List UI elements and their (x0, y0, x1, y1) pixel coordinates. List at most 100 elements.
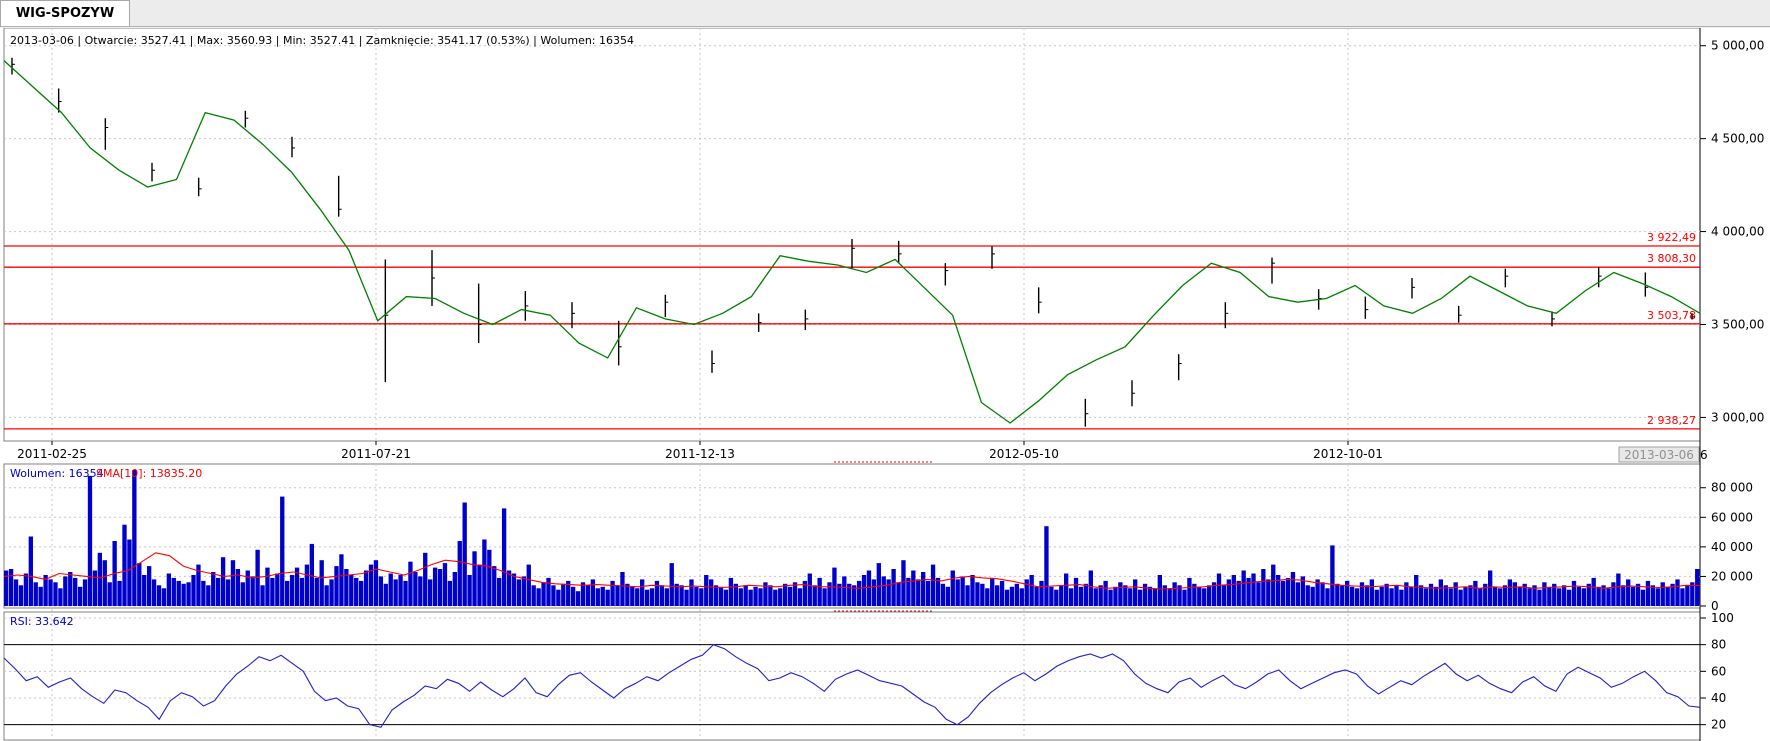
volume-bar (1507, 579, 1513, 606)
volume-bar (1157, 575, 1162, 606)
volume-bar (738, 588, 743, 606)
volume-bar (383, 583, 388, 606)
rsi-y-tick-label: 100 (1711, 611, 1734, 625)
volume-bar (161, 588, 167, 606)
volume-bar (1172, 582, 1177, 606)
volume-bar (1394, 585, 1399, 606)
volume-bar (358, 580, 364, 606)
volume-bar (1359, 582, 1365, 606)
chart-area[interactable]: 5 000,00 4 500,00 4 000,00 3 500,00 3 000,00… (0, 28, 1770, 741)
volume-bar (1409, 586, 1414, 606)
volume-bar (1433, 586, 1439, 606)
volume-bar (497, 577, 502, 606)
volume-bar (1404, 582, 1409, 606)
volume-bar (728, 577, 734, 606)
volume-bar (1054, 589, 1059, 606)
volume-bar (18, 585, 24, 606)
volume-bar (1561, 585, 1567, 606)
volume-bar (891, 569, 896, 606)
x-tick-label: 2012-05-10 (989, 447, 1059, 461)
current-date-label-overflow: 6 (1700, 448, 1708, 462)
volume-bar (1083, 583, 1089, 606)
volume-bar (1374, 589, 1379, 606)
volume-bar (856, 580, 862, 606)
volume-bar (644, 589, 650, 606)
volume-bar (314, 577, 319, 606)
volume-bar (615, 585, 620, 606)
volume-bar (8, 569, 14, 606)
volume-bar (294, 567, 300, 606)
volume-bar (1187, 577, 1192, 606)
volume-bar (1443, 585, 1448, 606)
volume-bar (1315, 579, 1320, 606)
volume-bar (817, 577, 822, 606)
volume-bar (1547, 586, 1552, 606)
volume-bar (1320, 582, 1325, 606)
volume-bar (921, 572, 926, 606)
volume-bar (477, 564, 482, 606)
volume-bar (1537, 589, 1542, 606)
volume-bar (1231, 575, 1236, 606)
volume-bar (994, 585, 1000, 606)
volume-bar (146, 566, 152, 606)
volume-bar (1389, 588, 1394, 606)
volume-bar (763, 582, 768, 606)
volume-bar (1266, 579, 1271, 606)
volume-bar (260, 585, 265, 606)
volume-bar (462, 502, 467, 606)
volume-bar (511, 573, 517, 606)
volume-bar (1177, 585, 1182, 606)
volume-y-tick-label: 40 000 (1711, 540, 1753, 554)
volume-bar (960, 576, 965, 606)
volume-bar (1039, 580, 1044, 606)
volume-bar (1024, 579, 1029, 606)
rsi-y-tick-label: 20 (1711, 718, 1726, 732)
volume-bar (452, 572, 457, 606)
volume-bar (1118, 582, 1123, 606)
volume-bar (467, 575, 472, 606)
chart-canvas[interactable]: 5 000,00 4 500,00 4 000,00 3 500,00 3 000,00… (0, 28, 1770, 741)
volume-bar (1142, 583, 1148, 606)
rsi-y-tick-label: 40 (1711, 691, 1726, 705)
volume-bar (852, 585, 857, 606)
volume-bar (1226, 579, 1232, 606)
volume-bar (23, 573, 29, 606)
rsi-y-tick-label: 80 (1711, 638, 1726, 652)
volume-bar (950, 570, 955, 606)
tab-bar: WIG-SPOZYW (0, 0, 1770, 27)
volume-bar (68, 572, 73, 606)
volume-bar (255, 549, 260, 606)
volume-bar (822, 588, 827, 606)
volume-bar (156, 585, 162, 606)
volume-bar (275, 573, 280, 606)
volume-bar (1152, 588, 1158, 606)
tab-wig-spozyw[interactable]: WIG-SPOZYW (0, 0, 130, 26)
volume-bar (585, 585, 591, 606)
volume-bar (324, 585, 329, 606)
volume-bar (980, 583, 985, 606)
volume-bar (812, 585, 817, 606)
volume-bar (289, 575, 295, 606)
volume-bar (334, 566, 339, 606)
volume-bar (1019, 588, 1024, 606)
volume-bar (1295, 582, 1301, 606)
volume-bar (620, 572, 625, 606)
volume-bar (580, 582, 586, 606)
volume-bar (1059, 585, 1064, 606)
volume-bar (107, 582, 112, 606)
volume-bar (368, 564, 374, 606)
volume-bar (1345, 580, 1350, 606)
volume-bar (1068, 588, 1074, 606)
volume-bar (1330, 545, 1335, 606)
volume-bar (285, 580, 290, 606)
volume-bar (13, 579, 19, 606)
volume-bar (487, 549, 492, 606)
volume-bar (625, 583, 630, 606)
volume-bar (1108, 589, 1113, 606)
volume-bar (935, 577, 941, 606)
horizontal-level-label: 3 503,78 (1647, 309, 1696, 322)
volume-bar (1137, 589, 1143, 606)
volume-bar (127, 539, 132, 606)
volume-bar (541, 582, 546, 606)
volume-bar (1271, 564, 1276, 606)
